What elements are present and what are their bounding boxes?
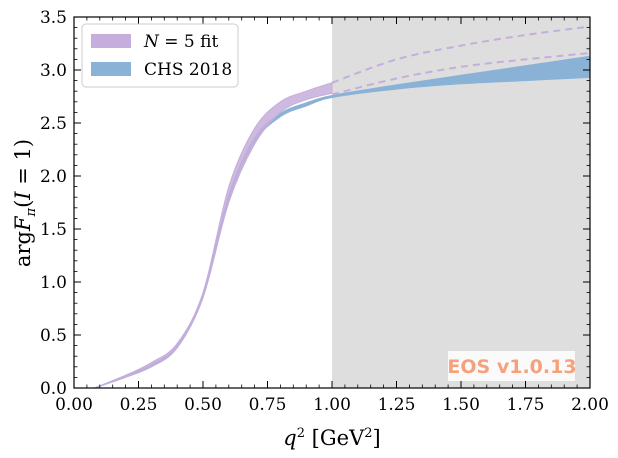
legend-label-chs-2018: CHS 2018 [144, 60, 232, 80]
watermark-text: EOS v1.0.13 [447, 356, 576, 378]
x-tick-label: 0.00 [55, 395, 93, 415]
y-tick-label: 1.0 [40, 273, 67, 293]
y-tick-label: 3.0 [40, 61, 67, 81]
x-tick-label: 0.25 [120, 395, 158, 415]
legend-swatch-n5-fit [91, 34, 131, 48]
x-tick-label: 2.00 [571, 395, 609, 415]
x-axis-title: q2 [GeV2] [283, 426, 380, 450]
y-tick-label: 0.5 [40, 326, 67, 346]
y-tick-label: 3.5 [40, 8, 67, 28]
y-tick-label: 0.0 [40, 379, 67, 399]
x-tick-label: 1.00 [313, 395, 351, 415]
x-tick-label: 1.25 [378, 395, 416, 415]
watermark-background [448, 351, 575, 381]
y-axis-title: argFπ(I = 1) [11, 139, 39, 267]
legend-swatch-chs-2018 [91, 62, 131, 76]
n5-fit-extrapolation-lower [331, 52, 591, 96]
ticks: 0.00 0.25 0.50 0.75 1.00 1.25 1.50 1.75 2.00 0.0 0… [40, 8, 609, 415]
band-n5-fit [94, 82, 333, 389]
legend-label-n5-fit: N = 5 fit [143, 32, 218, 52]
x-tick-label: 1.75 [507, 395, 545, 415]
y-tick-label: 2.5 [40, 114, 67, 134]
y-tick-label: 1.5 [40, 220, 67, 240]
x-tick-label: 1.50 [442, 395, 480, 415]
x-tick-label: 0.75 [249, 395, 287, 415]
n5-fit-extrapolation-upper [331, 25, 591, 84]
watermark: EOS v1.0.13 [447, 351, 577, 381]
x-tick-label: 0.50 [184, 395, 222, 415]
y-tick-label: 2.0 [40, 167, 67, 187]
legend: N = 5 fit CHS 2018 [81, 23, 239, 88]
